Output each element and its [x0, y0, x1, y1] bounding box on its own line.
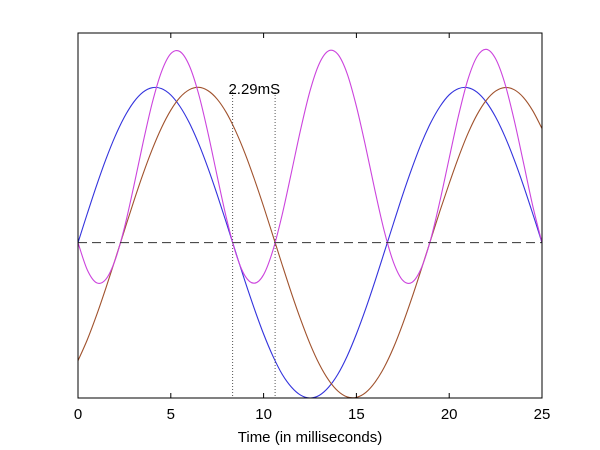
x-tick-label: 20 — [441, 406, 458, 423]
annotation-label: 2.29mS — [228, 81, 280, 98]
series-line-2 — [77, 86, 543, 399]
x-tick-label: 25 — [534, 406, 551, 423]
series-line-3 — [77, 48, 543, 285]
plot-frame — [77, 32, 543, 399]
x-tick-label: 15 — [348, 406, 365, 423]
x-ticks: 0 5 10 15 20 25 — [74, 33, 551, 423]
x-tick-label: 0 — [74, 406, 82, 423]
x-tick-label: 10 — [255, 406, 272, 423]
reference-lines — [78, 92, 542, 398]
curves — [77, 48, 543, 399]
x-axis-label: Time (in milliseconds) — [238, 429, 382, 446]
x-tick-label: 5 — [167, 406, 175, 423]
